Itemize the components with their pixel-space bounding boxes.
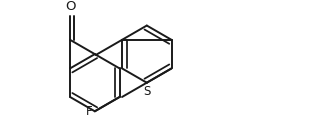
Text: S: S xyxy=(143,85,151,98)
Text: O: O xyxy=(65,0,75,13)
Text: F: F xyxy=(86,105,93,118)
